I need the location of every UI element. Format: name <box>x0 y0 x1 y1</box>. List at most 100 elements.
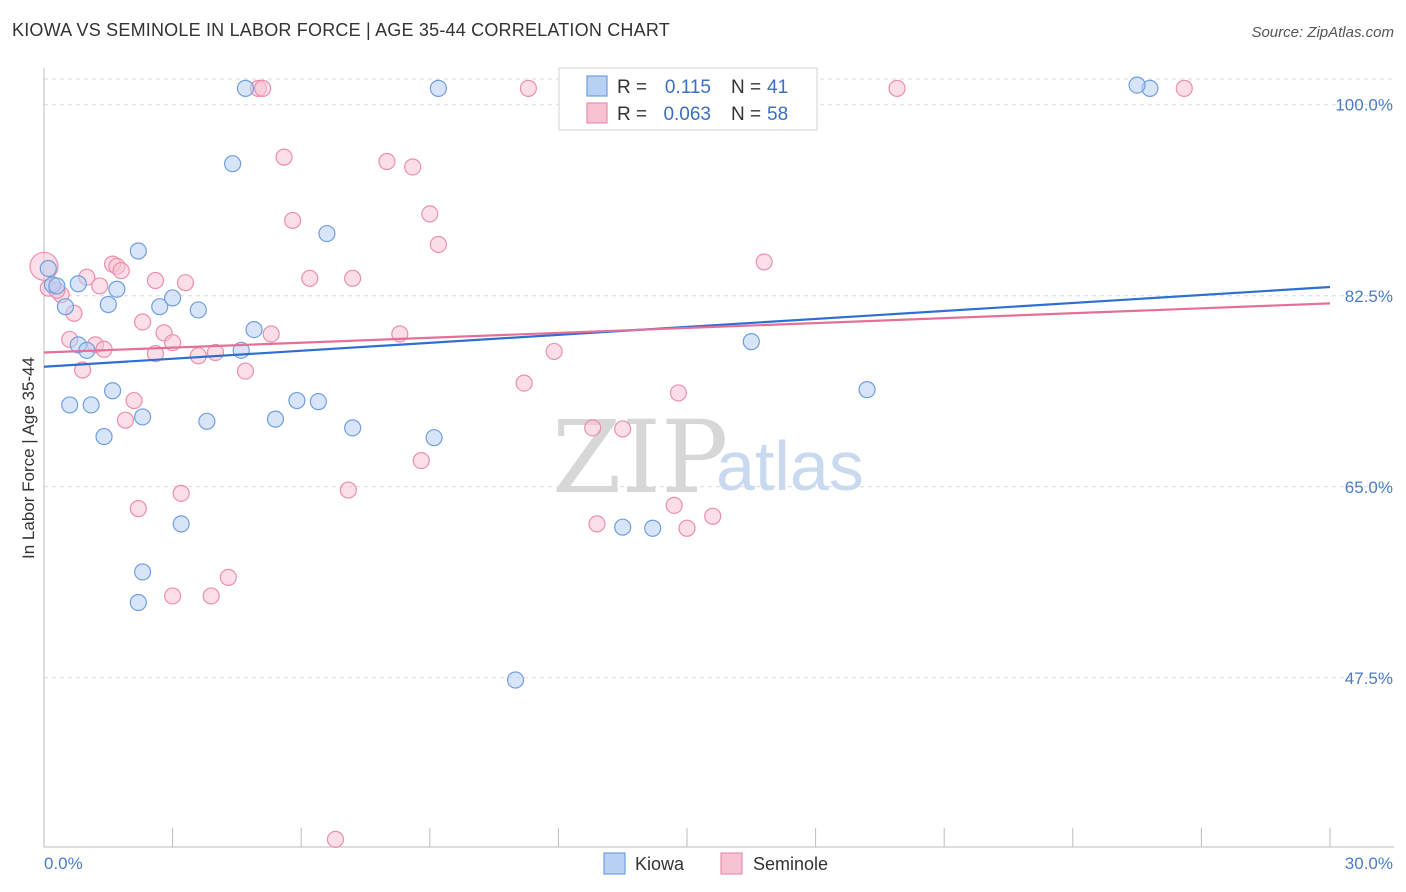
seminole-point <box>344 269 362 287</box>
seminole-point <box>704 507 722 525</box>
kiowa-point <box>151 298 169 316</box>
kiowa-point <box>506 671 525 689</box>
seminole-point <box>254 79 272 97</box>
kiowa-point <box>95 427 113 446</box>
seminole-point <box>665 496 683 514</box>
watermark-atlas: atlas <box>716 427 864 505</box>
legend-swatch <box>586 75 608 97</box>
trendlines <box>43 285 1331 368</box>
kiowa-point <box>318 224 336 243</box>
kiowa-point <box>69 275 87 293</box>
legend-r-label: R = <box>617 77 647 98</box>
kiowa-point <box>344 419 362 437</box>
kiowa-point <box>245 321 263 339</box>
y-tick-label: 47.5% <box>1345 669 1393 688</box>
tick-labels: 47.5% 65.0% 82.5% 100.0% 0.0% 30.0% <box>44 96 1393 873</box>
seminole-point <box>236 362 255 380</box>
source-label: Source: ZipAtlas.com <box>1251 24 1394 41</box>
legend-n-value: 41 <box>767 77 788 98</box>
y-tick-label: 65.0% <box>1345 478 1393 497</box>
seminole-point <box>1175 79 1193 97</box>
seminole-point <box>284 211 302 230</box>
series-legend-label: Kiowa <box>635 854 685 874</box>
seminole-point <box>172 484 190 502</box>
kiowa-point <box>172 515 190 533</box>
y-tick-label: 100.0% <box>1335 96 1393 115</box>
kiowa-point <box>48 277 66 295</box>
seminole-point <box>146 271 165 290</box>
kiowa-point <box>224 155 242 173</box>
seminole-point <box>614 420 632 438</box>
y-axis-label: In Labor Force | Age 35-44 <box>19 357 38 559</box>
seminole-point <box>129 500 147 518</box>
seminole-point <box>116 411 135 429</box>
kiowa-point <box>198 412 216 430</box>
seminole-point <box>91 277 109 295</box>
seminole-point <box>678 519 696 537</box>
seminole-point <box>584 419 602 437</box>
kiowa-point <box>99 295 117 314</box>
series-legend-label: Seminole <box>753 854 828 874</box>
seminole-point <box>219 568 237 586</box>
x-tick-label: 0.0% <box>44 854 83 873</box>
kiowa-point <box>429 79 447 97</box>
seminole-point <box>125 391 143 410</box>
seminole-point <box>326 830 345 848</box>
seminole-point <box>588 515 606 533</box>
legend-r-value: 0.115 <box>665 77 711 98</box>
kiowa-point <box>129 593 147 612</box>
series-legend: Kiowa Seminole <box>603 852 828 875</box>
seminole-point <box>519 79 537 97</box>
stats-legend: R = 0.115 N = 41 R = 0.063 N = 58 <box>558 67 818 131</box>
kiowa-point <box>742 333 760 351</box>
kiowa-point <box>133 408 152 426</box>
x-tick-label: 30.0% <box>1345 854 1393 873</box>
chart-title: KIOWA VS SEMINOLE IN LABOR FORCE | AGE 3… <box>12 20 670 40</box>
axes <box>43 68 1394 848</box>
watermark-zip: ZIP <box>552 399 728 516</box>
kiowa-point <box>39 259 57 278</box>
seminole-point <box>378 152 396 171</box>
seminole-point <box>545 342 563 361</box>
seminole-point <box>73 361 92 379</box>
kiowa-point <box>129 242 147 260</box>
kiowa-point <box>425 429 443 447</box>
legend-n-label: N = <box>731 77 761 98</box>
seminole-point <box>404 158 422 176</box>
seminole-point <box>112 262 130 280</box>
legend-n-label: N = <box>731 104 761 125</box>
kiowa-point <box>309 393 327 411</box>
series-legend-swatch <box>720 852 743 875</box>
seminole-point <box>275 148 293 166</box>
kiowa-point <box>189 301 207 319</box>
legend-swatch <box>586 102 608 124</box>
seminole-point <box>262 325 280 343</box>
seminole-point <box>429 235 447 254</box>
kiowa-point <box>266 410 285 428</box>
seminole-point <box>164 587 182 605</box>
seminole-point <box>412 451 430 470</box>
legend-r-label: R = <box>617 104 647 125</box>
seminole-point <box>515 374 533 392</box>
seminole-point <box>888 79 906 97</box>
kiowa-point <box>1128 76 1146 94</box>
seminole-point <box>202 587 220 605</box>
seminole-point <box>301 269 319 287</box>
kiowa-point <box>164 289 182 307</box>
seminole-point <box>146 345 165 363</box>
seminole-point <box>421 205 439 223</box>
kiowa-point <box>614 518 632 536</box>
seminole-point <box>176 274 195 292</box>
kiowa-point <box>858 381 876 399</box>
seminole-point <box>133 313 152 331</box>
kiowa-point <box>108 280 126 298</box>
seminole-point <box>339 481 357 499</box>
seminole-point <box>669 384 688 402</box>
kiowa-point <box>61 396 79 414</box>
y-tick-label: 82.5% <box>1345 287 1393 306</box>
legend-r-value: 0.063 <box>663 104 711 125</box>
kiowa-point <box>236 79 255 97</box>
seminole-trendline <box>43 302 1331 354</box>
